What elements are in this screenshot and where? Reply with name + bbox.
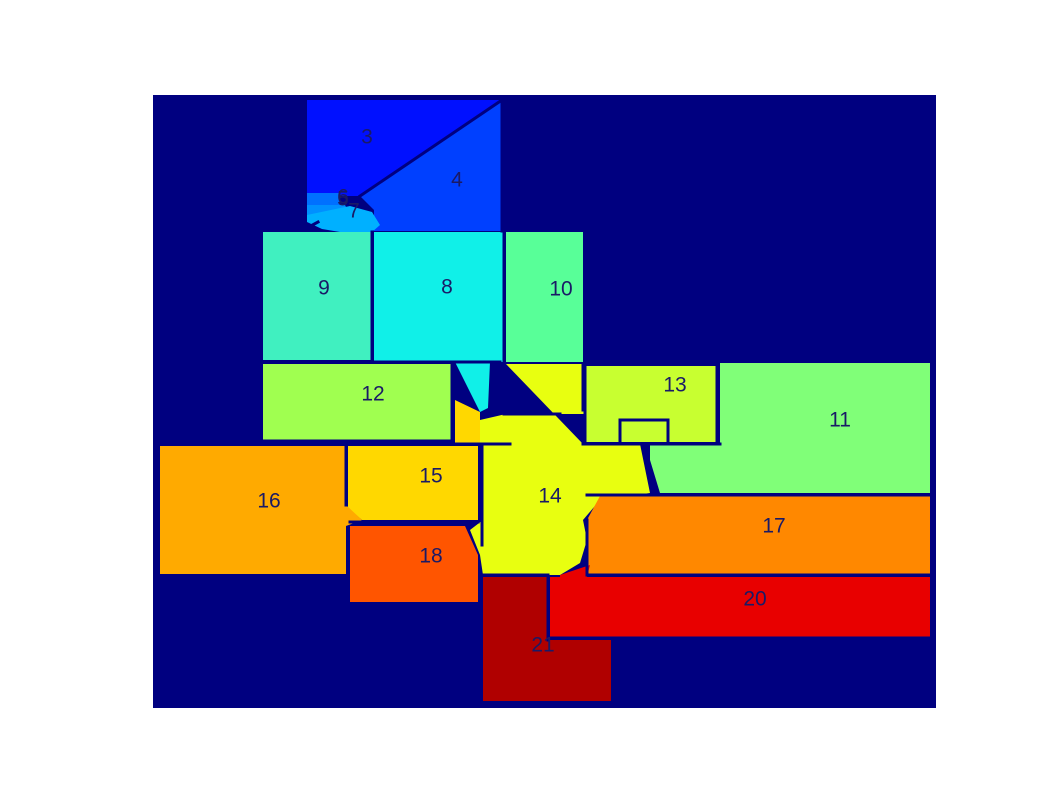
region-label-10: 10: [549, 278, 572, 301]
region-7: [307, 206, 380, 232]
region-label-13: 13: [663, 374, 686, 397]
region-13: [575, 366, 717, 442]
region-11: [650, 363, 930, 493]
region-label-9: 9: [318, 277, 330, 300]
region-4: [360, 100, 502, 231]
region-15: [348, 446, 478, 520]
region-label-11: 11: [829, 409, 851, 432]
region-label-14: 14: [538, 485, 562, 508]
region-label-20: 20: [743, 588, 766, 611]
region-label-5: 5: [337, 188, 349, 211]
region-label-17: 17: [762, 515, 785, 538]
region-9: [263, 232, 372, 360]
region-label-4: 4: [451, 169, 463, 192]
region-16: [160, 446, 362, 574]
region-3: [307, 100, 502, 196]
region-label-12: 12: [361, 383, 384, 406]
region-8: [374, 232, 504, 412]
region-label-6: 6: [337, 186, 349, 209]
region-12: [263, 364, 452, 441]
walls: [261, 97, 932, 642]
region-18: [350, 526, 478, 602]
region-label-7: 7: [348, 200, 360, 223]
region-15b: [455, 400, 480, 444]
region-17: [587, 496, 930, 574]
region-20: [550, 577, 930, 637]
region-label-15: 15: [419, 465, 442, 488]
region-label-16: 16: [257, 490, 280, 513]
region-label-3: 3: [361, 126, 373, 149]
region-5: [307, 193, 340, 205]
region-label-8: 8: [441, 276, 453, 299]
region-10: [506, 232, 583, 362]
region-label-21: 21: [531, 634, 554, 657]
region-14: [470, 364, 650, 575]
region-20b: [560, 565, 590, 577]
region-label-18: 18: [419, 545, 442, 568]
